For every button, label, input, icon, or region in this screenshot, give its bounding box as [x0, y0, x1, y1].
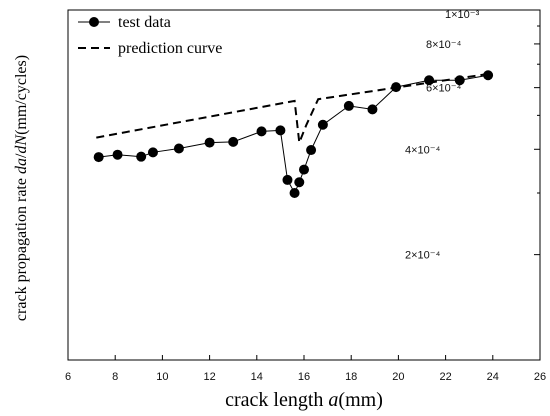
- test-data-point: [454, 75, 465, 86]
- x-axis-ticks: [67, 355, 541, 360]
- legend-test-data-label: test data: [118, 14, 171, 31]
- test-data-point: [282, 174, 293, 185]
- test-data-point: [204, 137, 215, 148]
- test-data-point: [294, 177, 305, 188]
- x-tick-label: 6: [65, 371, 71, 383]
- test-data-point: [299, 164, 309, 175]
- test-data-point: [228, 136, 239, 147]
- test-data-point: [343, 100, 354, 111]
- y-tick-label-2e-4: 2×10⁻⁴: [405, 250, 441, 262]
- x-tick-label: 22: [439, 371, 451, 383]
- x-axis-label: crack length a(mm): [225, 389, 383, 411]
- x-tick-label: 18: [345, 371, 357, 383]
- test-data-point: [367, 104, 378, 115]
- y-axis-label: crack propagation rate da/dN(mm/cycles): [13, 55, 30, 321]
- x-tick-label: 16: [298, 371, 310, 383]
- y-axis-tick-labels: 2×10⁻⁴ 4×10⁻⁴ 6×10⁻⁴ 8×10⁻⁴ 1×10⁻³: [405, 9, 480, 262]
- y-tick-label-6e-4: 6×10⁻⁴: [426, 83, 462, 95]
- test-data-point: [317, 119, 328, 130]
- x-axis-tick-labels: 6 8 10 12 14 16 18 20 22 24 26: [65, 371, 546, 383]
- legend: test data prediction curve: [78, 14, 222, 57]
- x-tick-label: 26: [534, 371, 546, 383]
- x-tick-label: 20: [392, 371, 404, 383]
- test-data-point: [173, 143, 184, 154]
- test-data-point: [112, 149, 123, 160]
- x-tick-label: 24: [487, 371, 499, 383]
- x-tick-label: 8: [112, 371, 118, 383]
- y-axis-ticks: [534, 9, 540, 361]
- test-data-point: [136, 151, 147, 162]
- x-tick-label: 12: [203, 371, 215, 383]
- test-data-point: [93, 152, 104, 163]
- x-tick-label: 10: [156, 371, 168, 383]
- legend-test-data-marker: [89, 17, 99, 27]
- legend-prediction-curve-label: prediction curve: [118, 40, 222, 57]
- y-tick-label-8e-4: 8×10⁻⁴: [426, 39, 462, 51]
- plot-frame: [67, 9, 541, 361]
- y-tick-label-1e-3: 1×10⁻³: [445, 9, 480, 21]
- test-data-point: [306, 145, 317, 156]
- test-data-point: [147, 147, 158, 158]
- test-data-point: [256, 126, 267, 137]
- x-tick-label: 14: [251, 371, 263, 383]
- test-data-point: [483, 70, 494, 81]
- y-tick-label-4e-4: 4×10⁻⁴: [405, 144, 441, 156]
- test-data-point: [275, 125, 286, 136]
- test-data-points: [93, 70, 494, 199]
- test-data-point: [289, 188, 300, 199]
- test-data-point: [391, 82, 402, 93]
- test-data-point: [424, 75, 435, 86]
